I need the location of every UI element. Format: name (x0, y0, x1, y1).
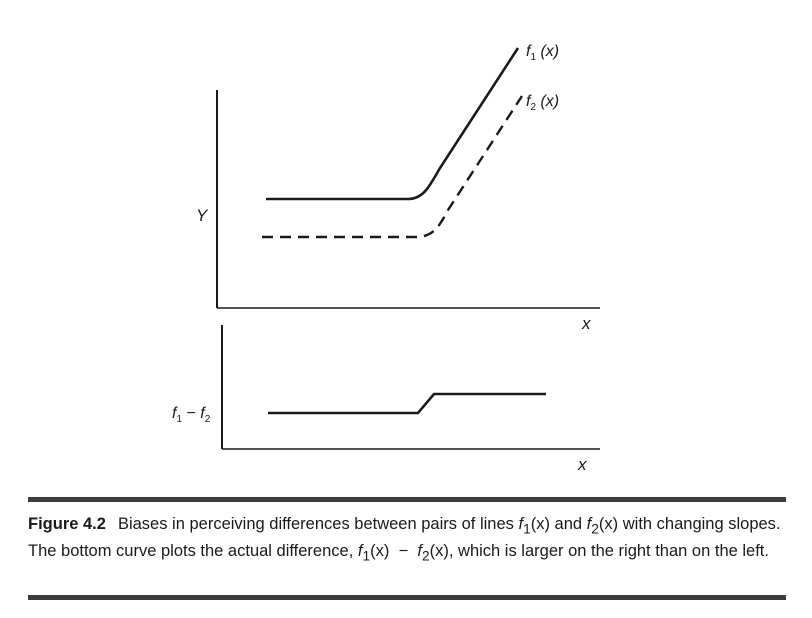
lower-y-axis-label: f1 − f2 (172, 405, 211, 425)
caption-bottom-rule (28, 595, 786, 600)
curve-f1-label: f1 (x) (526, 43, 559, 63)
upper-y-axis-label: Y (196, 206, 209, 225)
caption-top-rule (28, 497, 786, 502)
figure-number: Figure 4.2 (28, 515, 106, 533)
curve-difference (268, 392, 546, 415)
upper-x-axis-label: x (581, 314, 591, 333)
curve-f2 (262, 95, 524, 239)
lower-x-axis-label: x (577, 455, 587, 474)
curve-f1 (266, 47, 520, 201)
figure-caption: Figure 4.2 Biases in perceiving differenc… (28, 515, 781, 564)
caption-text-2: with changing slopes. The bottom curve p… (28, 515, 781, 561)
caption-text-1: Biases in perceiving differences between… (117, 515, 519, 533)
figure-diagram: Y x f1 (x) f2 (x) f1 − f2 x (172, 43, 600, 474)
caption-text-3: , which is larger on the right than on t… (448, 542, 769, 561)
curve-f2-label: f2 (x) (526, 93, 559, 113)
